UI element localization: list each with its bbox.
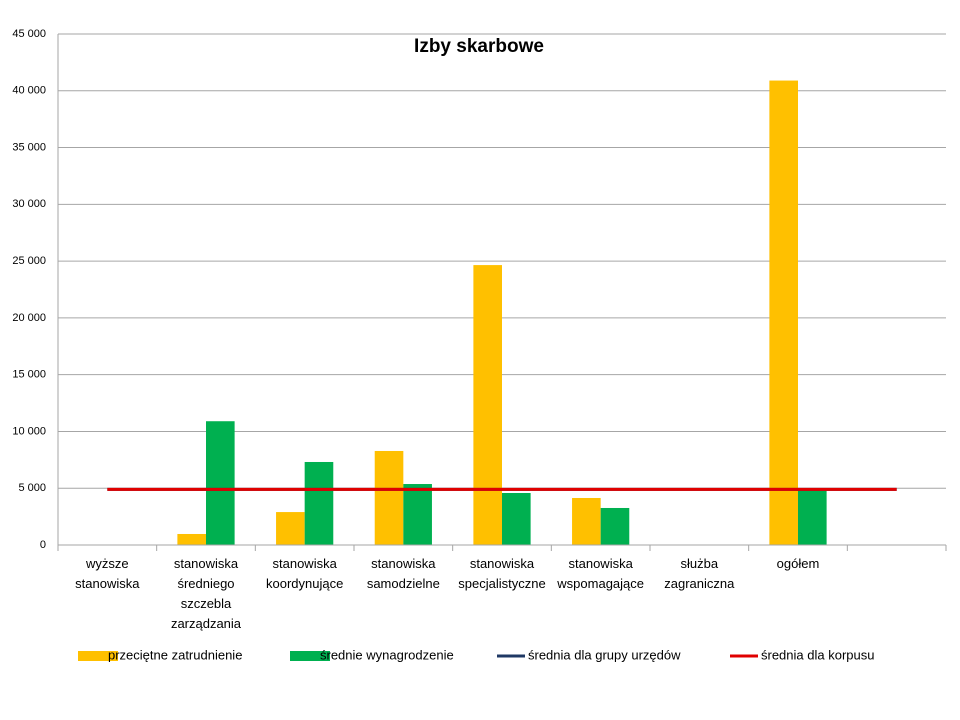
y-tick-label: 20 000 (12, 312, 46, 324)
y-tick-label: 10 000 (12, 425, 46, 437)
legend-label: średnia dla grupy urzędów (528, 647, 681, 662)
x-tick-label: ogółem (777, 556, 820, 571)
legend-label: średnia dla korpusu (761, 647, 874, 662)
y-tick-label: 5 000 (18, 482, 46, 494)
legend-label: przeciętne zatrudnienie (108, 647, 242, 662)
legend-swatch (290, 651, 330, 661)
chart-title: Izby skarbowe (414, 36, 544, 57)
x-tick-label: stanowiska specjalistyczne (458, 556, 545, 591)
bar (304, 461, 334, 545)
bar (403, 484, 432, 545)
y-tick-label: 40 000 (12, 85, 46, 97)
x-tick-label: stanowiska samodzielne (367, 556, 440, 591)
bar (798, 489, 827, 545)
y-tick-label: 15 000 (12, 369, 46, 381)
y-tick-label: 30 000 (12, 198, 46, 210)
legend-swatch (78, 651, 118, 661)
x-tick-label: służba zagraniczna (664, 556, 735, 591)
legend-label: średnie wynagrodzenie (320, 647, 454, 662)
bar (600, 507, 630, 545)
bar (473, 265, 502, 545)
bar (572, 497, 601, 545)
x-tick-label: wyższe stanowiska (75, 556, 140, 591)
x-tick-label: stanowiska średniego szczebla zarządzania (171, 556, 242, 631)
y-tick-label: 25 000 (12, 255, 46, 267)
bar (374, 450, 404, 545)
bar (502, 492, 531, 545)
bar (177, 533, 206, 545)
bar (769, 80, 798, 546)
x-tick-label: stanowiska wspomagające (556, 556, 644, 591)
y-tick-label: 45 000 (12, 28, 46, 40)
bar (276, 512, 305, 545)
bar (206, 421, 235, 545)
x-tick-label: stanowiska koordynujące (266, 556, 343, 591)
y-tick-label: 0 (40, 539, 46, 551)
y-tick-label: 35 000 (12, 141, 46, 153)
